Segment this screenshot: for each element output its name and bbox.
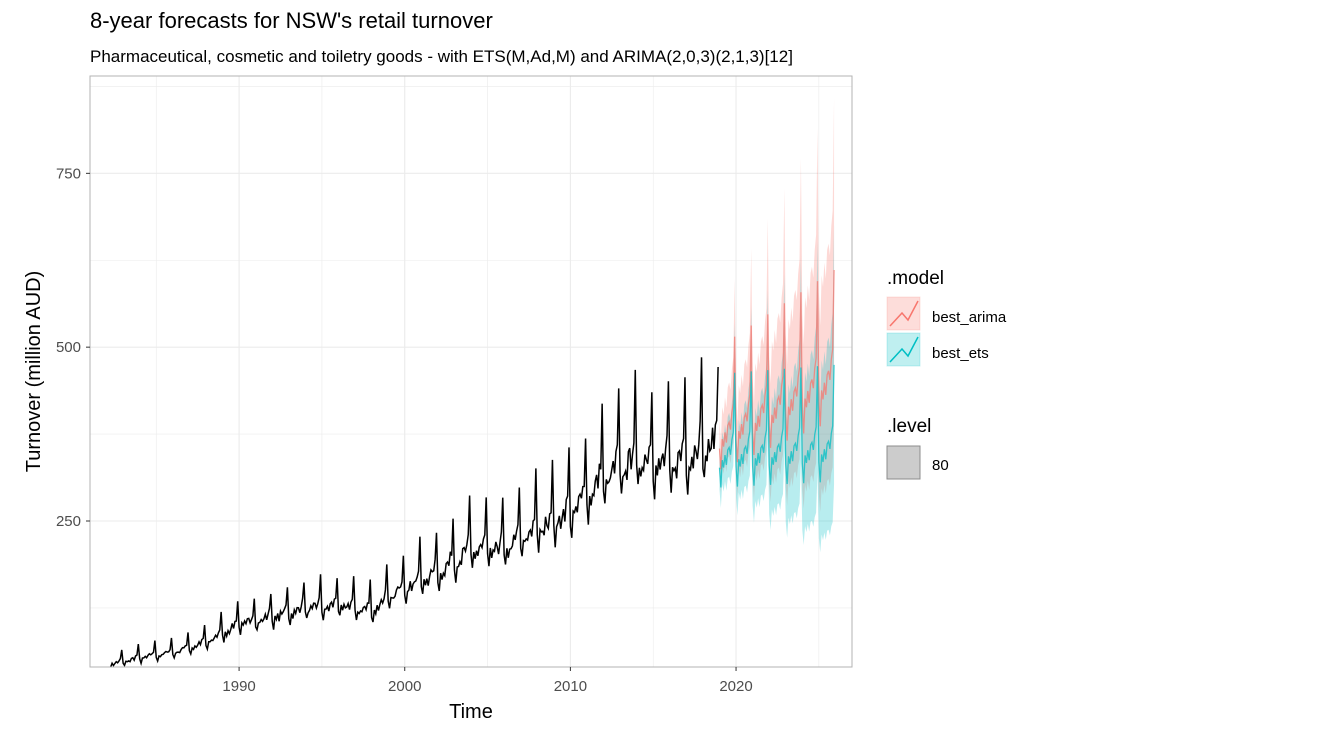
y-tick-label: 250 <box>56 513 81 530</box>
legend-model-title: .model <box>887 268 944 289</box>
series-lines <box>110 269 835 668</box>
chart-title: 8-year forecasts for NSW's retail turnov… <box>90 8 493 33</box>
legend-label-best-arima: best_arima <box>932 309 1007 326</box>
y-tick-label: 750 <box>56 165 81 182</box>
x-tick-label: 1990 <box>222 678 255 695</box>
plot-border <box>89 75 853 668</box>
legend-level-title: .level <box>887 416 931 437</box>
axis-ticks: 1990 2000 2010 2020 250 500 750 <box>56 165 753 695</box>
interval-band-best-ets <box>719 224 835 553</box>
x-tick-label: 2010 <box>554 678 587 695</box>
legend-key-level-80 <box>886 445 921 480</box>
historical-line <box>110 357 719 668</box>
legend-key-best-arima <box>886 296 921 331</box>
y-tick-label: 500 <box>56 339 81 356</box>
forecast-line-best-ets <box>718 364 835 488</box>
x-tick-label: 2000 <box>388 678 421 695</box>
x-tick-label: 2020 <box>719 678 752 695</box>
legend-label-level-80: 80 <box>932 457 949 474</box>
chart-subtitle: Pharmaceutical, cosmetic and toiletry go… <box>90 47 793 66</box>
forecast-line-best-arima <box>718 269 835 470</box>
grid-lines <box>90 76 852 667</box>
legend-label-best-ets: best_ets <box>932 345 989 362</box>
legend-key-best-ets <box>886 332 921 367</box>
legend: .model best_arima best_ets .level 80 <box>886 268 1007 480</box>
plot-panel <box>90 76 852 667</box>
y-axis-title: Turnover (million AUD) <box>23 271 45 473</box>
x-axis-title: Time <box>449 701 493 723</box>
